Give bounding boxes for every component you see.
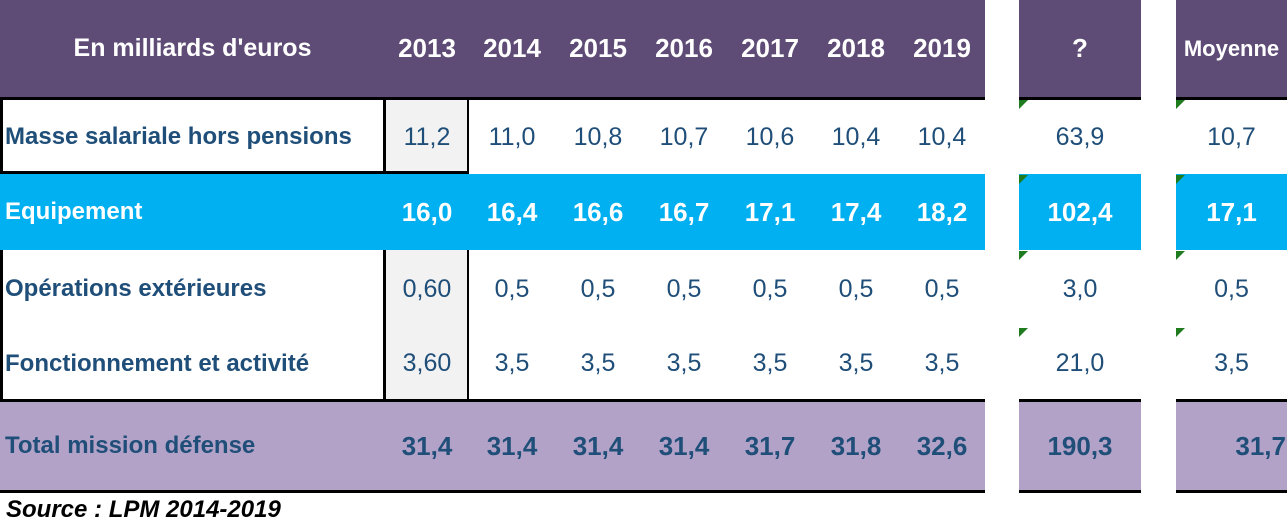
year-header-2014: 2014	[483, 33, 541, 63]
question-cell: 3,0	[1062, 274, 1098, 303]
value-cell: 0,60	[402, 274, 452, 303]
value-cell: 11,2	[403, 122, 451, 151]
value-cell: 16,0	[401, 196, 453, 227]
value-cell: 16,7	[658, 196, 710, 227]
cell-corner-marker-icon	[1019, 251, 1028, 260]
year-header-2015: 2015	[569, 33, 627, 63]
cell-corner-marker-icon	[1176, 175, 1185, 184]
value-cell: 17,4	[830, 196, 882, 227]
total-cell: 31,4	[572, 430, 624, 461]
value-cell: 0,5	[494, 274, 530, 303]
value-cell: 3,5	[752, 349, 788, 377]
moyenne-cell: 10,7	[1207, 122, 1256, 151]
row-fonctionnement: Fonctionnement et activité 3,60 3,5 3,5 …	[0, 328, 985, 399]
row-label: Total mission défense	[5, 432, 256, 459]
value-cell: 3,5	[494, 349, 530, 377]
total-cell: 31,4	[401, 430, 453, 461]
moyenne-cell: 3,5	[1214, 349, 1249, 377]
value-cell: 3,5	[666, 349, 702, 377]
table-header-row: En milliards d'euros 2013 2014 2015 2016…	[0, 0, 985, 100]
border-line	[0, 250, 3, 399]
border-line	[0, 100, 3, 174]
row-total-mission-defense: Total mission défense 31,4 31,4 31,4 31,…	[0, 399, 985, 493]
value-cell: 10,6	[745, 122, 795, 151]
cell-corner-marker-icon	[1176, 251, 1185, 260]
moyenne-column-header: Moyenne	[1176, 0, 1287, 100]
question-cell: 63,9	[1055, 122, 1105, 151]
cell-corner-marker-icon	[1019, 175, 1028, 184]
value-cell: 18,2	[916, 196, 968, 227]
question-cell: 21,0	[1055, 349, 1105, 377]
cell-corner-marker-icon	[1176, 328, 1185, 337]
border-line	[467, 100, 469, 174]
value-cell: 10,8	[573, 122, 623, 151]
year-header-2016: 2016	[655, 33, 713, 63]
question-cell: 102,4	[1019, 174, 1141, 250]
year-header-2019: 2019	[913, 33, 971, 63]
value-cell: 16,4	[486, 196, 538, 227]
unit-label-header: En milliards d'euros	[73, 34, 312, 62]
year-header-2017: 2017	[741, 33, 799, 63]
row-label: Fonctionnement et activité	[5, 349, 310, 377]
total-cell: 32,6	[916, 430, 968, 461]
total-cell: 31,4	[486, 430, 538, 461]
row-label: Opérations extérieures	[5, 275, 267, 302]
value-cell: 0,5	[752, 274, 788, 303]
border-line	[383, 100, 386, 174]
border-line	[0, 171, 469, 174]
question-column-header: ?	[1019, 0, 1141, 100]
question-total-cell: 190,3	[1019, 399, 1141, 493]
year-header-2013: 2013	[398, 33, 456, 63]
moyenne-cell: 0,5	[1214, 274, 1249, 303]
border-line	[383, 250, 386, 399]
row-label: Masse salariale hors pensions	[5, 123, 352, 150]
row-label: Equipement	[5, 198, 143, 225]
value-cell: 10,4	[917, 122, 967, 151]
value-cell: 10,7	[659, 122, 709, 151]
cell-corner-marker-icon	[1019, 328, 1028, 337]
value-cell: 17,1	[744, 196, 796, 227]
year-header-2018: 2018	[827, 33, 885, 63]
value-cell: 3,5	[580, 349, 616, 377]
moyenne-cell: 17,1	[1176, 174, 1287, 250]
value-cell: 0,5	[580, 274, 616, 303]
total-cell: 31,7	[744, 430, 796, 461]
value-cell: 10,4	[831, 122, 881, 151]
row-equipement: Equipement 16,0 16,4 16,6 16,7 17,1 17,4…	[0, 174, 985, 250]
moyenne-total-cell: 31,7	[1176, 399, 1287, 493]
value-cell: 16,6	[572, 196, 624, 227]
row-operations-exterieures: Opérations extérieures 0,60 0,5 0,5 0,5 …	[0, 250, 985, 328]
border-line	[467, 250, 469, 399]
row-masse-salariale: Masse salariale hors pensions 11,2 11,0 …	[0, 100, 985, 174]
cell-corner-marker-icon	[1176, 100, 1185, 109]
value-cell: 0,5	[924, 274, 960, 303]
value-cell: 0,5	[838, 274, 874, 303]
value-cell: 0,5	[666, 274, 702, 303]
total-cell: 31,8	[830, 430, 882, 461]
value-cell: 3,60	[402, 349, 452, 377]
value-cell: 3,5	[924, 349, 960, 377]
source-caption: Source : LPM 2014-2019	[6, 496, 281, 523]
cell-corner-marker-icon	[1019, 100, 1028, 109]
total-cell: 31,4	[658, 430, 710, 461]
value-cell: 11,0	[488, 122, 536, 151]
value-cell: 3,5	[838, 349, 874, 377]
